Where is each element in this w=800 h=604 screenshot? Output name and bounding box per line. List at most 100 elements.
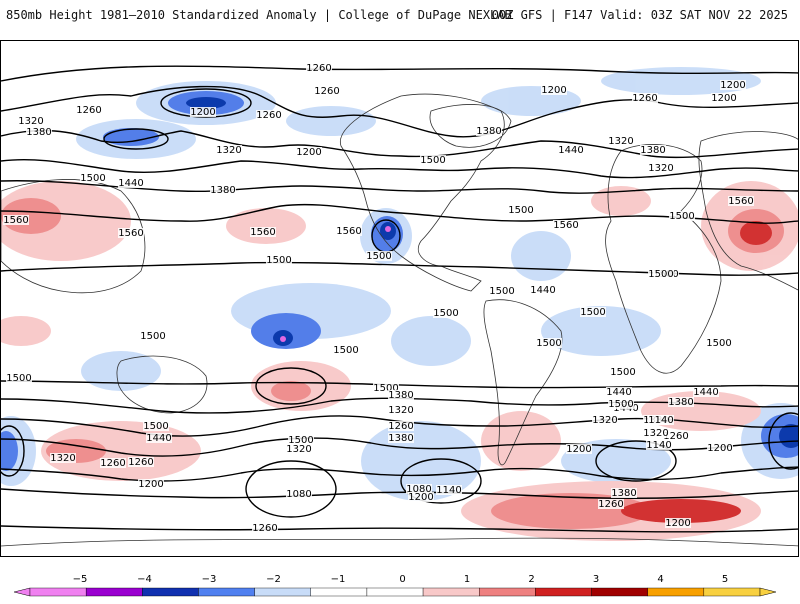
colorbar-segment (479, 587, 536, 597)
contour-label: 1260 (256, 110, 281, 121)
anomaly-blob (103, 128, 159, 146)
contour-label-bg (100, 458, 126, 468)
contour-label-bg (606, 387, 632, 397)
contour-label: 1260 (632, 93, 657, 104)
contour-label: 1320 (286, 444, 311, 455)
contour-label: 1380 (388, 390, 413, 401)
contour-line (1, 65, 798, 82)
colorbar-tick-label: 5 (722, 574, 728, 585)
contour-line (1, 466, 798, 482)
contour-label-bg (433, 308, 459, 318)
contour-label-bg (50, 453, 76, 463)
contour-label: 1260 (128, 457, 153, 468)
contour-line (1, 203, 798, 224)
colorbar-tick-label: 0 (399, 574, 405, 585)
australia-outline (116, 355, 208, 414)
contour-label-bg (296, 147, 322, 157)
contour-label: 1500 (420, 155, 445, 166)
contour-label-bg (256, 110, 282, 120)
colorbar-tick-label: 4 (657, 574, 663, 585)
colorbar-segment (29, 587, 87, 597)
contour-closed (768, 412, 798, 470)
contour-label: 1140 (648, 415, 673, 426)
contour-label: 1500 (366, 251, 391, 262)
anomaly-blob (391, 316, 471, 366)
contour-label: 1260 (388, 421, 413, 432)
contour-label-bg (388, 390, 414, 400)
contour-label: 1260 (314, 86, 339, 97)
contour-line (1, 397, 798, 414)
contour-label-bg (665, 518, 691, 528)
contour-label-bg (252, 523, 278, 533)
contour-label: 1200 (541, 85, 566, 96)
contour-label-bg (216, 145, 242, 155)
contour-label: 1440 (558, 145, 583, 156)
contour-label-bg (373, 383, 399, 393)
contour-label-bg (388, 433, 414, 443)
contour-line (1, 380, 798, 389)
contour-label-bg (489, 286, 515, 296)
contour-closed (245, 460, 337, 518)
greenland-outline (429, 104, 512, 148)
contour-label: 1500 (6, 373, 31, 384)
contour-label-bg (408, 492, 434, 502)
map-panel[interactable]: 1260 1260 1200 1260 1380 1320 1500 1440 1380 1560… (0, 40, 799, 557)
contour-label-bg (706, 338, 732, 348)
map-title: 850mb Height 1981–2010 Standardized Anom… (6, 8, 512, 22)
contour-label-bg (286, 444, 312, 454)
contour-label-bg (476, 126, 502, 136)
anomaly-blob (385, 226, 391, 232)
colorbar-tick-label: −1 (331, 574, 346, 585)
contour-label: 1320 (50, 453, 75, 464)
contour-label-bg (288, 435, 314, 445)
contour-label-bg (592, 415, 618, 425)
colorbar-max-arrow (759, 587, 777, 597)
contour-label: 1500 (266, 255, 291, 266)
contour-label-bg (118, 178, 144, 188)
contour-label: 1140 (646, 440, 671, 451)
contour-label: 1500 (669, 211, 694, 222)
contour-label-bg (530, 285, 556, 295)
anomaly-blob (271, 381, 311, 401)
colorbar-tick-label: −2 (266, 574, 281, 585)
contour-label: 1380 (210, 185, 235, 196)
contour-label: 1140 (436, 485, 461, 496)
contour-label: 1080 (286, 489, 311, 500)
colorbar-segment (647, 587, 705, 597)
contour-label: 1500 (536, 338, 561, 349)
contour-label: 1500 (608, 399, 633, 410)
contour-label: 1200 (720, 80, 745, 91)
contour-label-bg (6, 373, 32, 383)
contour-label: 1260 (76, 105, 101, 116)
contour-closed (595, 440, 677, 482)
contour-label-bg (541, 85, 567, 95)
contour-label-bg (608, 399, 634, 409)
contour-label: 1200 (665, 518, 690, 529)
anomaly-blob (591, 186, 651, 216)
contour-line (1, 129, 798, 159)
contour-label-bg (388, 421, 414, 431)
colorbar-min-arrow (13, 587, 31, 597)
map-canvas: 1260 1260 1200 1260 1380 1320 1500 1440 1380 1560… (1, 63, 798, 547)
colorbar-segment (85, 587, 143, 597)
contour-label: 1260 (598, 499, 623, 510)
contour-label-bg (728, 196, 754, 206)
contour-label-bg (286, 489, 312, 499)
asia-west-outline (1, 179, 146, 294)
contour-label: 1200 (138, 479, 163, 490)
contour-label: 1320 (18, 116, 43, 127)
contour-label-bg (190, 107, 216, 117)
contour-label-bg (646, 440, 672, 450)
colorbar-tick-label: 1 (464, 574, 470, 585)
model-run-info: 00Z GFS | F147 Valid: 03Z SAT NOV 22 202… (491, 8, 788, 22)
contour-label: 1260 (663, 431, 688, 442)
contour-label: 1560 (3, 215, 28, 226)
contour-label: 1320 (608, 136, 633, 147)
contour-label: 1500 (143, 421, 168, 432)
colorbar: −5 −4 −3 −2 −1 0 1 2 3 4 5 (0, 560, 800, 600)
contour-label: 1560 (553, 220, 578, 231)
colorbar-segment (310, 587, 368, 597)
anomaly-blob (541, 306, 661, 356)
contour-line (1, 261, 798, 276)
contour-label-bg (553, 220, 579, 230)
